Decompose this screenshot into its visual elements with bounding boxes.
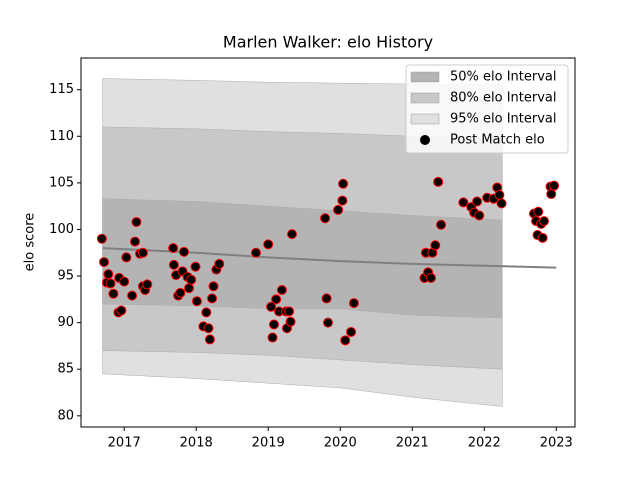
match-point [436, 219, 447, 230]
match-point [323, 317, 333, 328]
trend-line [102, 247, 557, 269]
x-tick-label: 2023 [540, 436, 573, 451]
match-point [346, 326, 357, 337]
legend-swatch [410, 113, 440, 125]
match-point [285, 316, 296, 327]
match-point [175, 287, 186, 298]
x-tick-label: 2019 [252, 436, 285, 451]
match-point [338, 178, 349, 189]
match-point [184, 283, 195, 294]
y-tick-label: 115 [49, 82, 74, 97]
y-tick-label: 90 [57, 315, 74, 330]
match-point [430, 240, 441, 251]
y-tick-label: 110 [49, 129, 74, 144]
match-point [191, 296, 202, 307]
y-tick-label: 80 [57, 408, 74, 423]
match-point [168, 259, 179, 270]
legend-label: Post Match elo [450, 133, 545, 148]
match-point [207, 293, 218, 304]
match-point [284, 306, 295, 317]
y-tick-label: 85 [57, 362, 74, 377]
y-tick-label: 100 [49, 222, 74, 237]
legend-box [405, 64, 569, 154]
match-point [494, 189, 505, 200]
match-point [539, 216, 550, 227]
match-point [348, 298, 359, 309]
match-point [271, 294, 282, 305]
match-point [96, 233, 107, 244]
match-point [203, 323, 214, 334]
match-point [286, 229, 297, 240]
match-point [119, 276, 130, 287]
x-tick-label: 2018 [180, 436, 213, 451]
match-point [121, 252, 132, 263]
legend-swatch [410, 92, 440, 104]
match-point [458, 197, 469, 208]
chart-title: Marlen Walker: elo History [223, 33, 433, 52]
match-point [537, 232, 548, 243]
match-point [178, 246, 189, 257]
match-point [321, 293, 332, 304]
y-tick-label: 105 [49, 175, 74, 190]
match-point [320, 213, 331, 224]
match-point [266, 301, 277, 312]
match-point [546, 189, 557, 200]
match-point [425, 272, 436, 283]
match-point [267, 332, 278, 343]
legend-marker [420, 135, 430, 145]
match-point [340, 335, 351, 346]
match-point [142, 279, 153, 290]
match-point [268, 319, 279, 330]
match-point [127, 290, 138, 301]
match-point [137, 247, 148, 258]
match-point [250, 247, 261, 258]
match-point [333, 204, 344, 215]
match-point [549, 180, 560, 191]
legend: 50% elo Interval 80% elo Interval 95% elo … [405, 64, 569, 154]
match-point [116, 305, 127, 316]
match-point [533, 206, 544, 217]
match-point [168, 243, 179, 254]
x-tick-label: 2020 [324, 436, 357, 451]
match-point [201, 307, 212, 318]
legend-label: 50% elo Interval [450, 70, 557, 85]
match-point [130, 236, 141, 247]
y-tick-label: 95 [57, 269, 74, 284]
match-point [131, 217, 142, 227]
x-tick-label: 2022 [468, 436, 501, 451]
x-tick-label: 2021 [396, 436, 429, 451]
match-point [105, 278, 116, 289]
match-point [214, 258, 225, 269]
match-point [190, 261, 201, 272]
legend-label: 80% elo Interval [450, 91, 557, 106]
match-point [263, 239, 274, 250]
match-point [337, 195, 348, 206]
match-point [433, 176, 444, 187]
match-point [103, 269, 114, 280]
plot-frame [80, 57, 576, 428]
match-point [99, 257, 110, 268]
legend-swatch [410, 71, 440, 83]
match-point [108, 288, 119, 299]
match-point [186, 274, 197, 285]
legend-label: 95% elo Interval [450, 112, 557, 127]
y-axis-label: elo score [23, 213, 38, 272]
match-point [496, 198, 507, 209]
x-tick-label: 2017 [108, 436, 141, 451]
match-point [276, 285, 287, 296]
match-point [474, 210, 485, 221]
match-point [204, 334, 215, 345]
match-point [472, 196, 483, 207]
match-point [208, 281, 219, 292]
